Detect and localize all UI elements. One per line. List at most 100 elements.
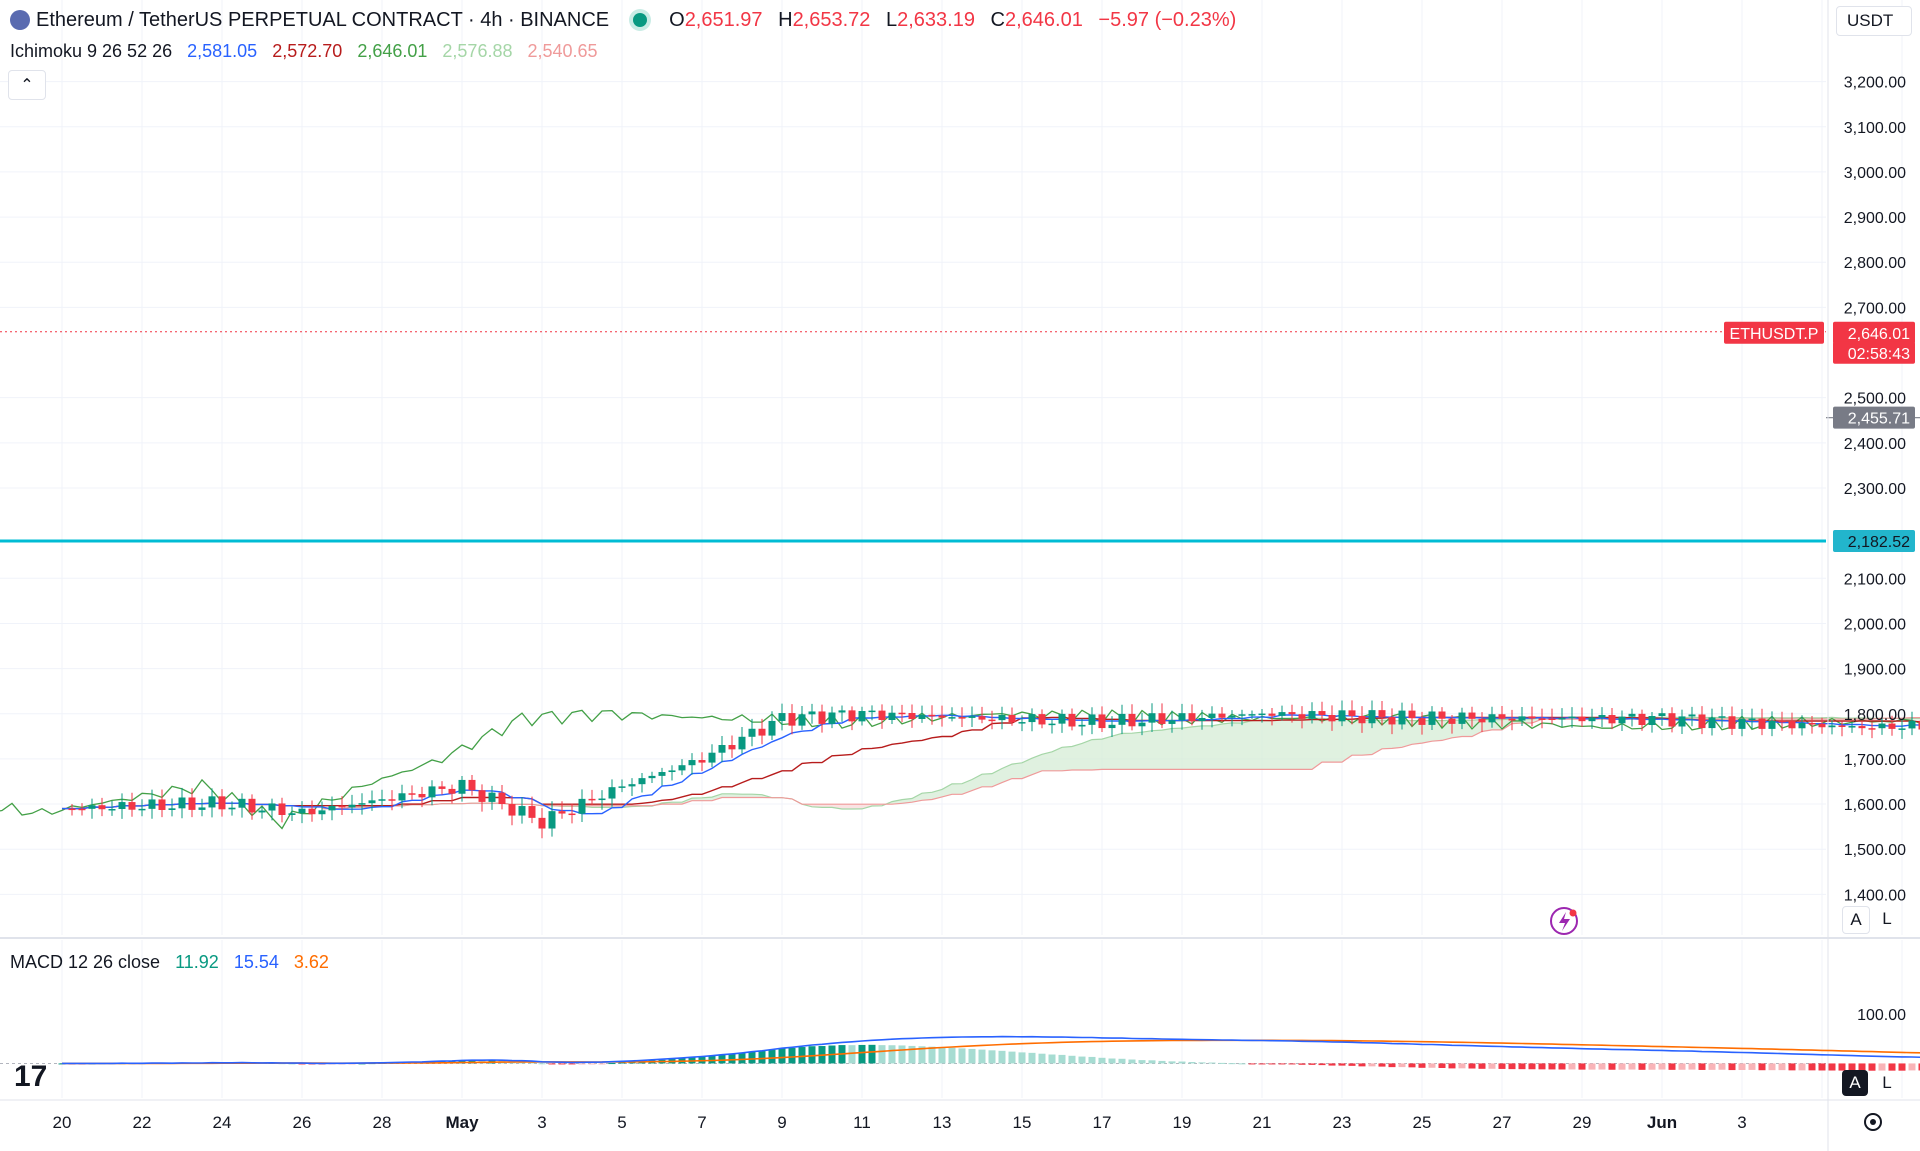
- candle-body: [1008, 714, 1016, 723]
- candle-body: [1128, 713, 1136, 727]
- candle-body: [88, 805, 96, 809]
- macd-histogram-bar: [1538, 1063, 1546, 1070]
- macd-histogram-bar: [718, 1054, 726, 1064]
- last-price-tag-bg: [1833, 321, 1915, 344]
- time-axis: 20 22 24 26 28 May 3 5 7 9 11 13 15 17 19 21 23 25 27 29 Jun…: [0, 1099, 1920, 1132]
- macd-histogram-bar: [538, 1063, 546, 1065]
- candle-body: [1108, 724, 1116, 729]
- macd-histogram-bar: [1258, 1063, 1266, 1065]
- macd-histogram-bar: [618, 1062, 626, 1064]
- candle-body: [1828, 725, 1836, 728]
- candle-body: [578, 798, 586, 814]
- candle-body: [658, 772, 666, 776]
- candle-body: [1228, 715, 1236, 718]
- macd-histogram-bar: [928, 1046, 936, 1064]
- candle-body: [1368, 710, 1376, 724]
- candle-body: [348, 804, 356, 808]
- cloud-segment: [1242, 720, 1252, 770]
- x-tick-label: Jun: [1647, 1113, 1677, 1132]
- candle-body: [378, 799, 386, 801]
- symbol-tag: ETHUSDT.P: [1724, 321, 1824, 344]
- candle-body: [1718, 716, 1726, 718]
- cloud-segment: [1362, 720, 1372, 756]
- candle-body: [1878, 723, 1886, 729]
- macd-histogram-bar: [708, 1055, 716, 1064]
- macd-histogram-bar: [1558, 1063, 1566, 1070]
- candle-body: [898, 712, 906, 715]
- senkou-a-value: 2,576.88: [442, 41, 513, 61]
- candle-body: [1358, 715, 1366, 724]
- candle-body: [628, 784, 636, 787]
- candle-body: [798, 714, 806, 726]
- cloud-segment: [1182, 726, 1192, 770]
- log-scale-button[interactable]: L: [1882, 909, 1892, 928]
- y-tick-label: 3,000.00: [1844, 165, 1906, 182]
- y-tick-label: 3,100.00: [1844, 120, 1906, 137]
- cloud-segment: [1302, 718, 1312, 770]
- candle-body: [1798, 722, 1806, 729]
- candle-body: [1048, 723, 1056, 726]
- candle-body: [1408, 710, 1416, 719]
- macd-histogram-bar: [858, 1044, 866, 1064]
- macd-histogram-bar: [1738, 1063, 1746, 1071]
- macd-histogram-bar: [1298, 1063, 1306, 1065]
- macd-log-scale-button[interactable]: L: [1882, 1073, 1892, 1092]
- candle-body: [928, 714, 936, 717]
- macd-label: MACD 12 26 close: [10, 952, 161, 972]
- macd-histogram-bar: [898, 1045, 906, 1064]
- cloud-segment: [732, 793, 742, 798]
- macd-histogram-bar: [598, 1063, 606, 1065]
- candle-body: [278, 803, 286, 815]
- macd-histogram-bar: [1458, 1063, 1466, 1069]
- macd-legend[interactable]: MACD 12 26 close 11.92 15.54 3.62: [10, 952, 339, 973]
- candle-body: [1058, 713, 1066, 724]
- macd-histogram-bar: [1698, 1063, 1706, 1070]
- x-tick-label: 29: [1573, 1113, 1592, 1132]
- candle-body: [1588, 717, 1596, 722]
- macd-histogram-bar: [978, 1049, 986, 1064]
- cloud-segment: [982, 773, 992, 787]
- macd-histogram-bar: [1488, 1063, 1496, 1069]
- auto-scale-button[interactable]: A: [1842, 906, 1870, 934]
- macd-histogram-bar: [1768, 1063, 1776, 1071]
- candle-body: [178, 797, 186, 809]
- candle-body: [568, 813, 576, 816]
- cloud-segment: [852, 804, 862, 809]
- candle-body: [508, 804, 516, 816]
- ohlc-readout: O2,651.97 H2,653.72 L2,633.19 C2,646.01 …: [669, 8, 1237, 31]
- candle-body: [1738, 718, 1746, 729]
- macd-histogram-bar: [1388, 1063, 1396, 1068]
- cloud-segment: [1162, 728, 1172, 770]
- candle-body: [848, 710, 856, 722]
- macd-histogram-bar: [1618, 1063, 1626, 1070]
- candle-body: [1398, 710, 1406, 725]
- macd-histogram-bar: [1408, 1063, 1416, 1068]
- macd-histogram-bar: [1528, 1063, 1536, 1070]
- candle-body: [1418, 718, 1426, 725]
- macd-histogram-bar: [1868, 1063, 1876, 1071]
- currency-select[interactable]: USDT: [1836, 6, 1912, 36]
- candle-body: [1848, 726, 1856, 728]
- candle-body: [428, 786, 436, 798]
- x-tick-label: 27: [1493, 1113, 1512, 1132]
- symbol-title[interactable]: Ethereum / TetherUS PERPETUAL CONTRACT ·…: [36, 8, 610, 31]
- macd-auto-scale-button[interactable]: A: [1842, 1070, 1868, 1096]
- symbol-tag-bg: [1724, 321, 1824, 344]
- x-tick-label: May: [445, 1113, 479, 1132]
- y-tick-label: 1,600.00: [1844, 797, 1906, 814]
- cloud-segment: [912, 793, 922, 803]
- macd-histogram-bar: [728, 1053, 736, 1064]
- macd-histogram-bar: [1798, 1063, 1806, 1071]
- candle-body: [908, 713, 916, 719]
- candle-body: [1548, 718, 1556, 721]
- macd-histogram-bar: [1188, 1062, 1196, 1064]
- ichimoku-legend[interactable]: Ichimoku 9 26 52 26 2,581.05 2,572.70 2,…: [10, 41, 608, 62]
- candle-body: [168, 808, 176, 810]
- candle-body: [1448, 718, 1456, 724]
- senkou-b-line: [322, 716, 1920, 810]
- collapse-indicators-button[interactable]: ⌃: [8, 70, 46, 100]
- cloud-segment: [1232, 722, 1242, 770]
- x-tick-label: 3: [1737, 1113, 1746, 1132]
- macd-histogram-bar: [1308, 1063, 1316, 1065]
